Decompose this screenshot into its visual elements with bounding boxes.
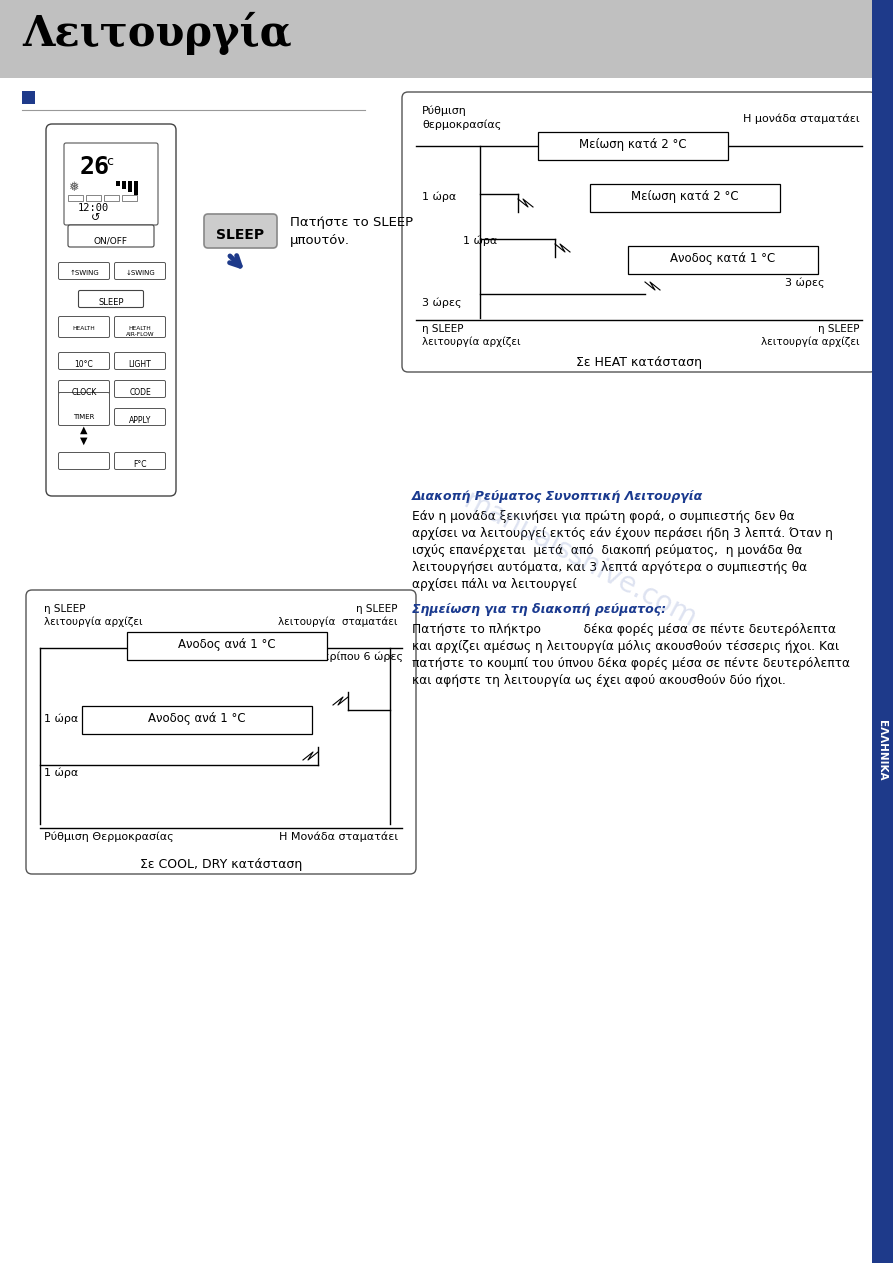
Text: Λειτουργία: Λειτουργία [22,13,292,56]
FancyBboxPatch shape [59,263,110,279]
Text: Σε HEAT κατάσταση: Σε HEAT κατάσταση [576,356,702,369]
Bar [134,181,138,195]
Text: λειτουργήσει αυτόματα, και 3 λεπτά αργότερα ο συμπιεστής θα: λειτουργήσει αυτόματα, και 3 λεπτά αργότ… [412,561,807,573]
Bar [22,91,35,104]
Text: αρχίσει να λειτουργεί εκτός εάν έχουν περάσει ήδη 3 λεπτά. Όταν η: αρχίσει να λειτουργεί εκτός εάν έχουν πε… [412,527,833,541]
FancyBboxPatch shape [114,352,165,370]
Text: F°C: F°C [133,460,146,469]
Bar [68,195,83,201]
Text: αρχίσει πάλι να λειτουργεί: αρχίσει πάλι να λειτουργεί [412,578,577,591]
Bar [538,133,728,160]
Text: ισχύς επανέρχεται  μετά  από  διακοπή ρεύματος,  η μονάδα θα: ισχύς επανέρχεται μετά από διακοπή ρεύμα… [412,544,802,557]
Text: ▼: ▼ [80,436,88,446]
Text: Η Μονάδα σταματάει: Η Μονάδα σταματάει [279,832,398,842]
Text: Σε COOL, DRY κατάσταση: Σε COOL, DRY κατάσταση [140,858,302,871]
FancyBboxPatch shape [402,92,876,373]
Text: Ανοδος κατά 1 °C: Ανοδος κατά 1 °C [671,253,776,265]
Bar [82,706,312,734]
Text: ❅: ❅ [68,181,79,195]
Text: η SLEEP
λειτουργία αρχίζει: η SLEEP λειτουργία αρχίζει [422,325,521,347]
Text: Περίπου 6 ώρες: Περίπου 6 ώρες [315,652,403,663]
Text: ↺: ↺ [91,213,101,224]
Text: 10°C: 10°C [75,360,94,369]
Bar [590,184,780,212]
Text: 1 ώρα: 1 ώρα [44,714,79,724]
Text: TIMER: TIMER [73,414,95,421]
FancyBboxPatch shape [114,263,165,279]
Text: Ανοδος ανά 1 °C: Ανοδος ανά 1 °C [179,638,276,650]
Text: CLOCK: CLOCK [71,388,96,397]
Text: HEALTH
AIR-FLOW: HEALTH AIR-FLOW [126,326,154,337]
Text: Μείωση κατά 2 °C: Μείωση κατά 2 °C [631,189,739,203]
Text: Η μονάδα σταματάει: Η μονάδα σταματάει [743,114,860,125]
Text: ↓SWING: ↓SWING [125,270,154,277]
FancyBboxPatch shape [114,408,165,426]
Bar [86,195,101,201]
Bar [628,246,818,274]
Text: Πατήστε το πλήκτρο           δέκα φορές μέσα σε πέντε δευτερόλεπτα: Πατήστε το πλήκτρο δέκα φορές μέσα σε πέ… [412,623,836,637]
Bar [127,632,327,661]
Text: CODE: CODE [129,388,151,397]
FancyBboxPatch shape [59,317,110,337]
Text: 26: 26 [80,155,110,179]
Text: ↑SWING: ↑SWING [69,270,99,277]
Text: ▲: ▲ [80,426,88,434]
Text: HEALTH: HEALTH [72,326,96,331]
Text: ON/OFF: ON/OFF [94,237,128,246]
Bar [116,181,120,186]
FancyBboxPatch shape [26,590,416,874]
Text: και αφήστε τη λειτουργία ως έχει αφού ακουσθούν δύο ήχοι.: και αφήστε τη λειτουργία ως έχει αφού ακ… [412,674,786,687]
Text: Διακοπή Ρεύματος Συνοπτική Λειτουργία: Διακοπή Ρεύματος Συνοπτική Λειτουργία [412,490,704,503]
Text: η SLEEP
λειτουργία αρχίζει: η SLEEP λειτουργία αρχίζει [762,325,860,347]
Text: και αρχίζει αμέσως η λειτουργία μόλις ακουσθούν τέσσερις ήχοι. Και: και αρχίζει αμέσως η λειτουργία μόλις ακ… [412,640,839,653]
Bar [104,195,119,201]
Text: 3 ώρες: 3 ώρες [422,297,462,307]
Text: 3 ώρες: 3 ώρες [785,278,824,288]
FancyBboxPatch shape [68,225,154,248]
Text: c: c [106,155,113,168]
Text: Σημείωση για τη διακοπή ρεύματος:: Σημείωση για τη διακοπή ρεύματος: [412,602,666,616]
Text: 1 ώρα: 1 ώρα [422,191,456,202]
Text: 1 ώρα: 1 ώρα [463,236,497,246]
Text: LIGHT: LIGHT [129,360,152,369]
FancyBboxPatch shape [59,393,110,426]
Text: Εάν η μονάδα ξεκινήσει για πρώτη φορά, ο συμπιεστής δεν θα: Εάν η μονάδα ξεκινήσει για πρώτη φορά, ο… [412,510,795,523]
FancyBboxPatch shape [114,317,165,337]
FancyBboxPatch shape [79,290,144,307]
Text: Πατήστε το SLEEP
μπουτόν.: Πατήστε το SLEEP μπουτόν. [290,216,413,248]
Text: SLEEP: SLEEP [98,298,124,307]
FancyBboxPatch shape [204,213,277,248]
Bar [128,181,132,192]
Text: 12:00: 12:00 [78,203,109,213]
Bar [872,0,893,1263]
FancyBboxPatch shape [64,143,158,225]
Text: η SLEEP
λειτουργία  σταματάει: η SLEEP λειτουργία σταματάει [279,604,398,626]
Text: manualsshive.com: manualsshive.com [459,486,701,633]
Text: APPLY: APPLY [129,416,151,426]
Bar [122,181,126,189]
Bar [0,0,893,78]
Text: Ρύθμιση Θερμοκρασίας: Ρύθμιση Θερμοκρασίας [44,832,173,842]
Bar [122,195,137,201]
Text: η SLEEP
λειτουργία αρχίζει: η SLEEP λειτουργία αρχίζει [44,604,143,626]
FancyBboxPatch shape [114,380,165,398]
Text: Ρύθμιση
θερμοκρασίας: Ρύθμιση θερμοκρασίας [422,106,501,130]
Text: Μείωση κατά 2 °C: Μείωση κατά 2 °C [580,138,687,152]
Text: ΕΛΛΗΝΙΚΑ: ΕΛΛΗΝΙΚΑ [877,720,887,781]
FancyBboxPatch shape [59,352,110,370]
Text: Ανοδος ανά 1 °C: Ανοδος ανά 1 °C [148,712,246,725]
Text: πατήστε το κουμπί του ύπνου δέκα φορές μέσα σε πέντε δευτερόλεπτα: πατήστε το κουμπί του ύπνου δέκα φορές μ… [412,657,850,669]
FancyBboxPatch shape [59,452,110,470]
FancyBboxPatch shape [46,124,176,496]
Text: 1 ώρα: 1 ώρα [44,768,79,778]
Text: SLEEP: SLEEP [216,229,264,242]
FancyBboxPatch shape [59,380,110,398]
FancyBboxPatch shape [114,452,165,470]
